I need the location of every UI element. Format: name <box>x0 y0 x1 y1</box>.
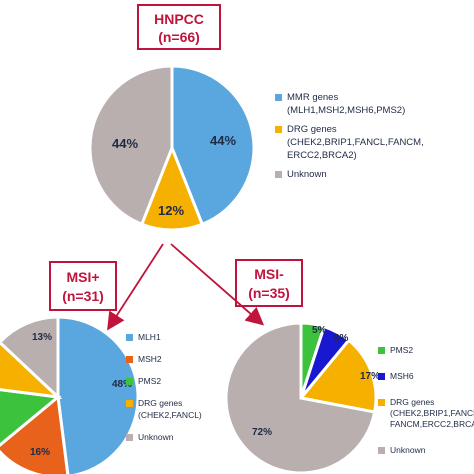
legend-label-drg: (CHEK2,BRIP1,FANCL,FANCM, <box>287 137 424 148</box>
legend-label-drg: (CHEK2,FANCL) <box>138 410 202 420</box>
hnpcc-box-line2: (n=66) <box>158 29 200 45</box>
pie-msi-minus: 5% 6% 17% 72% <box>224 321 380 474</box>
pie-slice-pms2 <box>0 388 62 447</box>
hnpcc-box: HNPCC (n=66) <box>137 4 221 50</box>
legend-label-drg: DRG genes <box>287 124 337 135</box>
legend-label-mmr: (MLH1,MSH2,MSH6,PMS2) <box>287 105 405 116</box>
pie-msi-plus: 48% 16% 13% <box>0 315 140 474</box>
legend-label-drg: (CHEK2,BRIP1,FANCL, <box>390 408 474 418</box>
legend-label-drg: FANCM,ERCC2,BRCA2) <box>390 419 474 429</box>
legend-swatch-drg <box>126 400 133 407</box>
msi-minus-box: MSI- (n=35) <box>235 259 303 307</box>
arrow-to-msi-minus <box>170 243 265 326</box>
legend-label-mmr: MLH1 <box>138 332 161 342</box>
pie-slice-unknown <box>224 321 377 474</box>
pie-slice-unknown <box>88 64 174 227</box>
legend-label-msh2: MSH2 <box>138 354 162 364</box>
msi-plus-box-line1: MSI+ <box>66 269 99 285</box>
legend-swatch-unknown <box>378 447 385 454</box>
legend-label-unknown: Unknown <box>287 169 327 180</box>
slice-label-msh6: 6% <box>334 333 349 344</box>
legend-swatch-msh6 <box>378 373 385 380</box>
legend-swatch-msh2 <box>126 356 133 363</box>
pie-slice-unknown <box>0 315 60 401</box>
legend-label-pms2: PMS2 <box>390 345 413 355</box>
slice-label-pms2: 5% <box>312 325 327 336</box>
pie-slice-drg <box>298 338 378 414</box>
pie-slice-msh2 <box>0 394 70 474</box>
pie-hnpcc: 44% 12% 44% <box>88 64 256 232</box>
legend-msi-minus: PMS2 MSH6 DRG genes(CHEK2,BRIP1,FANCL,FANC… <box>378 345 474 455</box>
legend-label-unknown: Unknown <box>138 432 174 442</box>
arrow-to-msi-plus <box>107 243 164 331</box>
legend-label-drg: DRG genes <box>138 398 182 408</box>
pie-slice-mmr <box>170 64 256 227</box>
msi-plus-box-line2: (n=31) <box>62 288 104 304</box>
legend-swatch-pms2 <box>378 347 385 354</box>
slice-label-mmr: 48% <box>112 379 132 390</box>
legend-label-pms2: PMS2 <box>138 376 161 386</box>
legend-swatch-mmr <box>126 334 133 341</box>
slice-label-mmr: 44% <box>210 133 236 148</box>
slice-label-unknown: 44% <box>112 136 138 151</box>
legend-swatch-mmr <box>275 94 282 101</box>
msi-minus-box-line1: MSI- <box>254 266 284 282</box>
legend-label-unknown: Unknown <box>390 445 426 455</box>
slice-label-unknown: 13% <box>32 332 52 343</box>
legend-msi-plus: MLH1 MSH2 PMS2 DRG genes (CHEK2,FANCL) Unknow… <box>126 332 202 442</box>
msi-plus-box: MSI+ (n=31) <box>49 261 117 311</box>
slice-label-drg: 17% <box>360 371 380 382</box>
legend-swatch-drg <box>275 126 282 133</box>
legend-swatch-pms2 <box>126 378 133 385</box>
legend-label-drg: DRG genes <box>390 397 434 407</box>
msi-minus-box-line2: (n=35) <box>248 285 290 301</box>
legend-swatch-unknown <box>126 434 133 441</box>
legend-label-mmr: MMR genes <box>287 92 338 103</box>
legend-label-msh6: MSH6 <box>390 371 414 381</box>
legend-swatch-drg <box>378 399 385 406</box>
slice-label-msh2: 16% <box>30 447 50 458</box>
pie-slice-mmr <box>56 315 140 474</box>
legend-hnpcc: MMR genes (MLH1,MSH2,MSH6,PMS2) DRG genes (… <box>275 92 424 180</box>
hnpcc-box-line1: HNPCC <box>154 11 204 27</box>
legend-swatch-unknown <box>275 171 282 178</box>
slice-label-drg: 12% <box>158 203 184 218</box>
legend-label-drg: ERCC2,BRCA2) <box>287 150 357 161</box>
slice-label-unknown: 72% <box>252 427 272 438</box>
